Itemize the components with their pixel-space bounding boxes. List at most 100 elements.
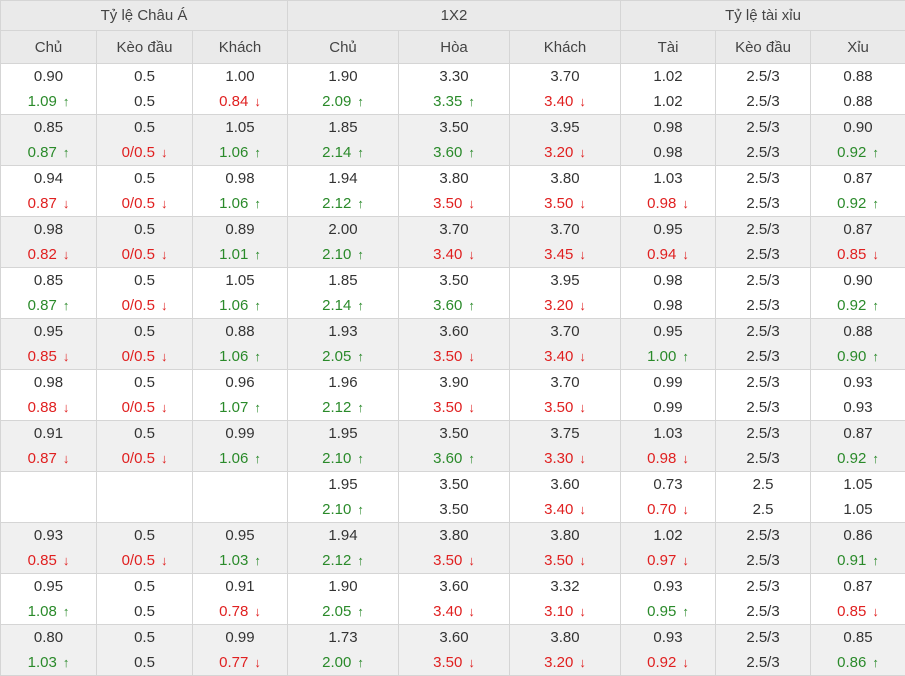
odds-cell: 3.30↓ — [510, 446, 621, 472]
odds-row-current: 0.87↓0/0.5↓1.06↑2.10↑3.60↑3.30↓0.98↓2.5/… — [1, 446, 905, 472]
arrow-down-icon: ↓ — [254, 655, 261, 670]
odds-value: 2.5/3 — [746, 297, 779, 314]
odds-cell: 1.06↑ — [193, 344, 288, 370]
odds-cell: 0.5 — [97, 64, 193, 90]
odds-cell: 3.95 — [510, 115, 621, 141]
odds-value: 0.87 — [28, 297, 57, 314]
odds-cell: 0.93 — [621, 625, 716, 651]
odds-cell: 0.98 — [1, 370, 97, 396]
arrow-down-icon: ↓ — [63, 247, 70, 262]
odds-cell: 3.80 — [510, 166, 621, 192]
odds-cell: 2.12↑ — [288, 395, 399, 421]
arrow-down-icon: ↓ — [579, 247, 586, 262]
arrow-down-icon: ↓ — [161, 349, 168, 364]
odds-cell: 0.90 — [1, 64, 97, 90]
odds-cell: 0.98 — [621, 140, 716, 166]
odds-value: 0.87 — [28, 144, 57, 161]
odds-cell: 0.73 — [621, 472, 716, 498]
odds-cell: 3.50↓ — [399, 650, 510, 676]
odds-cell: 2.5/3 — [716, 293, 811, 319]
odds-cell: 0.92↓ — [621, 650, 716, 676]
odds-value: 3.50 — [544, 195, 573, 212]
odds-cell: 0.99 — [621, 395, 716, 421]
odds-cell: 0.5 — [97, 599, 193, 625]
arrow-down-icon: ↓ — [682, 655, 689, 670]
odds-value: 3.40 — [433, 246, 462, 263]
arrow-up-icon: ↑ — [357, 145, 364, 160]
odds-value: 3.60 — [433, 144, 462, 161]
odds-value: 3.50 — [433, 348, 462, 365]
arrow-down-icon: ↓ — [468, 247, 475, 262]
odds-cell: 2.5/3 — [716, 599, 811, 625]
odds-cell: 1.06↑ — [193, 140, 288, 166]
odds-value: 2.09 — [322, 93, 351, 110]
odds-value: 1.06 — [219, 195, 248, 212]
odds-cell: 3.80 — [510, 523, 621, 549]
odds-cell: 0.88↓ — [1, 395, 97, 421]
odds-cell: 3.50 — [399, 115, 510, 141]
odds-value: 3.50 — [544, 399, 573, 416]
odds-cell: 0.86↑ — [811, 650, 905, 676]
odds-cell: 2.09↑ — [288, 89, 399, 115]
odds-value: 3.50 — [433, 654, 462, 671]
odds-cell: 0.85↓ — [1, 548, 97, 574]
odds-cell: 3.60↑ — [399, 446, 510, 472]
arrow-down-icon: ↓ — [161, 400, 168, 415]
arrow-up-icon: ↑ — [872, 451, 879, 466]
arrow-down-icon: ↓ — [579, 298, 586, 313]
arrow-up-icon: ↑ — [468, 451, 475, 466]
odds-value: 2.5/3 — [746, 552, 779, 569]
odds-cell: 0.88 — [811, 89, 905, 115]
odds-value: 0.78 — [219, 603, 248, 620]
odds-cell: 3.70 — [399, 217, 510, 243]
odds-cell — [193, 497, 288, 523]
odds-cell: 3.40↓ — [399, 599, 510, 625]
odds-cell: 0.5 — [97, 268, 193, 294]
odds-value: 3.35 — [433, 93, 462, 110]
odds-cell: 2.5/3 — [716, 446, 811, 472]
odds-cell: 1.00 — [193, 64, 288, 90]
odds-value: 2.5/3 — [746, 450, 779, 467]
odds-value: 1.03 — [28, 654, 57, 671]
odds-cell: 3.50 — [399, 497, 510, 523]
odds-cell: 2.05↑ — [288, 344, 399, 370]
odds-cell: 1.05 — [193, 268, 288, 294]
odds-cell: 2.5/3 — [716, 548, 811, 574]
odds-cell: 1.05 — [811, 472, 905, 498]
odds-value: 2.10 — [322, 501, 351, 518]
odds-value: 0.85 — [28, 348, 57, 365]
odds-cell: 3.50↓ — [510, 395, 621, 421]
odds-value: 0.94 — [647, 246, 676, 263]
odds-cell: 2.5/3 — [716, 89, 811, 115]
odds-cell: 0.93 — [811, 395, 905, 421]
odds-cell: 1.05 — [193, 115, 288, 141]
odds-cell: 3.40↓ — [510, 344, 621, 370]
odds-value: 0.5 — [134, 603, 155, 620]
odds-cell: 1.96 — [288, 370, 399, 396]
odds-cell: 0.5 — [97, 370, 193, 396]
odds-cell: 3.40↓ — [510, 89, 621, 115]
arrow-up-icon: ↑ — [357, 247, 364, 262]
odds-cell: 0.97↓ — [621, 548, 716, 574]
odds-cell: 3.90 — [399, 370, 510, 396]
odds-cell: 0.87 — [811, 217, 905, 243]
arrow-up-icon: ↑ — [254, 298, 261, 313]
odds-cell: 0.5 — [97, 89, 193, 115]
odds-cell: 3.40 ↓ — [399, 242, 510, 268]
odds-cell: 1.85 — [288, 115, 399, 141]
odds-cell: 0.92↑ — [811, 140, 905, 166]
odds-cell: 1.94 — [288, 166, 399, 192]
odds-value: 2.5/3 — [746, 144, 779, 161]
odds-cell: 1.05 — [811, 497, 905, 523]
odds-cell: 2.5/3 — [716, 115, 811, 141]
odds-cell: 3.70 — [510, 319, 621, 345]
arrow-up-icon: ↑ — [63, 145, 70, 160]
odds-cell: 2.5/3 — [716, 319, 811, 345]
odds-cell: 2.12↑ — [288, 548, 399, 574]
arrow-up-icon: ↑ — [63, 655, 70, 670]
odds-cell: 0.90 — [811, 115, 905, 141]
